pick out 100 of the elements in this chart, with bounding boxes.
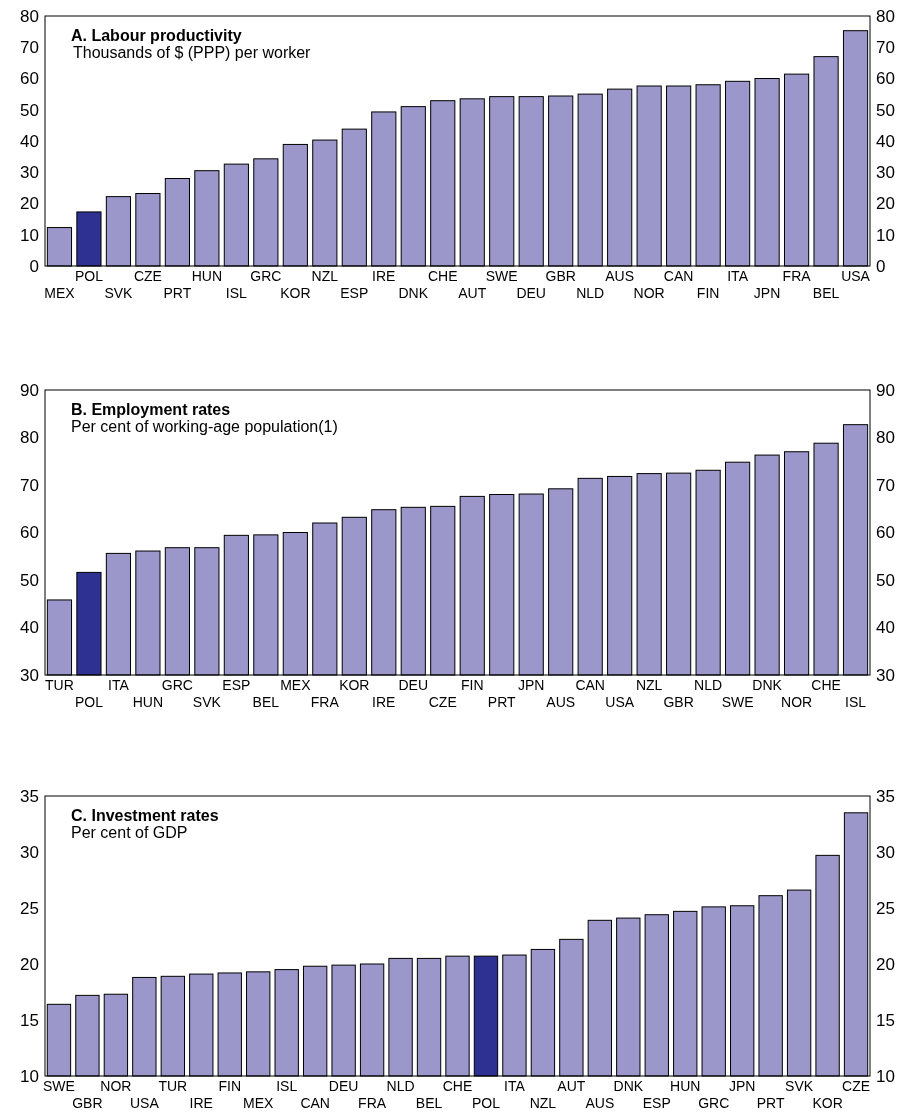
x-tick-label: DNK [398,285,429,301]
x-tick-label: NOR [100,1078,132,1094]
x-tick-label: GRC [250,268,282,284]
x-tick-label: POL [471,1095,501,1111]
x-tick-label: AUT [557,1078,586,1094]
y-tick-label: 60 [20,69,39,89]
x-tick-label: DEU [328,1078,359,1094]
y2-tick-label: 50 [876,570,895,590]
x-tick-label: USA [841,268,871,284]
y2-tick-label: 70 [876,475,895,495]
y2-tick-label: 25 [876,898,895,918]
x-tick-label: BEL [415,1095,443,1111]
x-tick-label: DEU [516,285,546,301]
y-tick-label: 20 [20,194,39,214]
x-tick-label: FRA [310,694,340,710]
x-tick-label: GRC [698,1095,730,1111]
x-tick-label: FIN [696,285,720,301]
y-tick-label: 15 [20,1010,39,1030]
x-tick-label: CAN [575,677,605,693]
x-tick-label: DEU [398,677,429,693]
x-tick-label: SWE [43,1078,75,1094]
y2-tick-label: 30 [876,842,895,862]
x-tick-label: ISL [225,285,248,301]
x-tick-label: POL [74,268,104,284]
x-tick-label: PRT [756,1095,785,1111]
x-tick-label: ITA [108,677,130,693]
y2-tick-label: 0 [876,256,886,276]
x-tick-label: NOR [781,694,813,710]
y-tick-label: 0 [29,256,39,276]
y2-tick-label: 10 [876,225,895,245]
x-tick-label: MEX [243,1095,275,1111]
x-tick-label: FRA [358,1095,387,1111]
y2-tick-label: 70 [876,38,895,58]
x-tick-label: USA [129,1095,160,1111]
x-tick-label: IRE [372,268,396,284]
x-tick-label: GBR [663,694,694,710]
x-tick-label: TUR [45,677,74,693]
x-tick-label: CAN [300,1095,330,1111]
x-tick-label: NOR [633,285,665,301]
x-tick-label: CHE [442,1078,473,1094]
y-tick-label: 90 [20,380,39,400]
x-tick-label: CHE [427,268,458,284]
x-tick-label: NLD [694,677,723,693]
x-tick-label: HUN [132,694,164,710]
y-tick-label: 70 [20,38,39,58]
y-tick-label: 10 [20,225,39,245]
x-tick-label: CZE [133,268,162,284]
text: A. Labour productivity [71,27,242,44]
y-tick-label: 30 [20,665,39,685]
text: B. Employment rates [71,401,231,418]
text: Per cent of GDP [71,824,188,841]
x-tick-label: ISL [276,1078,298,1094]
y2-tick-label: 10 [876,1066,895,1086]
x-tick-label: POL [74,694,104,710]
x-tick-label: GRC [161,677,193,693]
text: Thousands of $ (PPP) per worker [73,44,312,61]
x-tick-label: SVK [104,285,134,301]
y2-tick-label: 40 [876,618,895,638]
y-tick-label: 80 [20,6,39,26]
y2-tick-label: 40 [876,131,895,151]
y2-tick-label: 60 [876,523,895,543]
x-tick-label: IRE [372,694,396,710]
x-tick-label: AUS [605,268,635,284]
x-tick-label: ITA [727,268,749,284]
x-tick-label: NZL [529,1095,557,1111]
x-tick-label: USA [605,694,635,710]
x-tick-label: GBR [72,1095,103,1111]
y-tick-label: 60 [20,523,39,543]
y2-tick-label: 90 [876,380,895,400]
x-tick-label: NLD [576,285,605,301]
x-tick-label: KOR [339,677,370,693]
y-tick-label: 80 [20,428,39,448]
y-tick-label: 50 [20,570,39,590]
x-tick-label: DNK [613,1078,644,1094]
y2-tick-label: 35 [876,786,895,806]
y2-tick-label: 80 [876,6,895,26]
y2-tick-label: 30 [876,163,895,183]
y-tick-label: 35 [20,786,39,806]
x-tick-label: PRT [163,285,192,301]
x-tick-label: CHE [811,677,841,693]
y-tick-label: 50 [20,100,39,120]
x-tick-label: GBR [545,268,576,284]
x-tick-label: FIN [218,1078,242,1094]
x-tick-label: MEX [44,285,76,301]
y2-tick-label: 60 [876,69,895,89]
x-tick-label: PRT [487,694,517,710]
x-tick-label: MEX [280,677,312,693]
x-tick-label: FIN [460,677,484,693]
x-tick-label: NLD [386,1078,415,1094]
y2-tick-label: 20 [876,954,895,974]
x-tick-label: IRE [189,1095,213,1111]
y-tick-label: 30 [20,163,39,183]
y2-tick-label: 80 [876,428,895,448]
x-tick-label: NZL [311,268,339,284]
x-tick-label: ESP [222,677,251,693]
y-tick-label: 30 [20,842,39,862]
y2-tick-label: 15 [876,1010,895,1030]
x-tick-label: JPN [517,677,545,693]
x-tick-label: ESP [340,285,369,301]
y2-tick-label: 30 [876,665,895,685]
